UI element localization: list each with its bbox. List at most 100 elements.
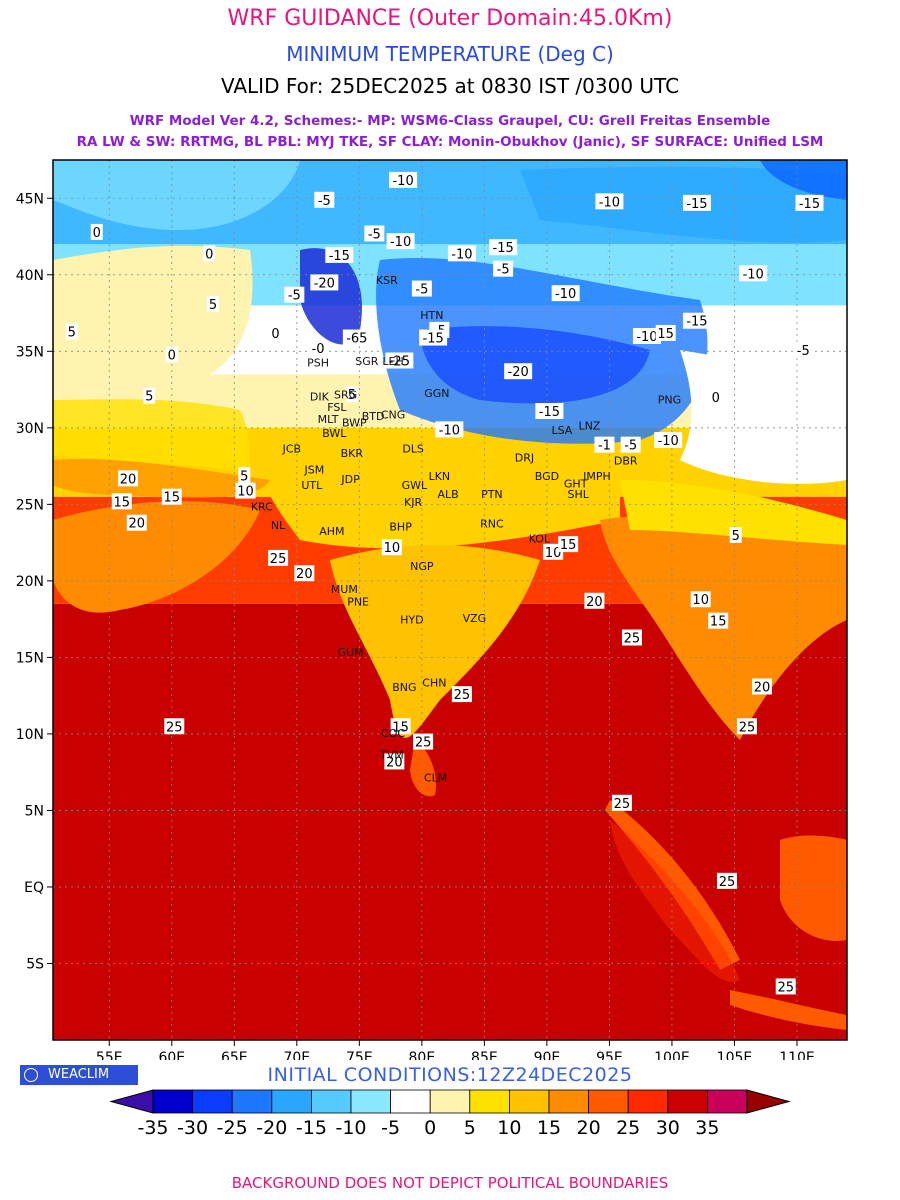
colorbar-label: -10 [335,1117,366,1139]
contour-label-bg [493,260,514,277]
contour-label-bg [203,245,216,262]
contour-label: 5 [240,469,248,484]
station-label: SRG [334,389,357,402]
lon-tick-label: 105E [717,1050,753,1060]
contour-label: 15 [392,720,409,735]
station-label: KOL [529,533,551,546]
axis-ticks: 55E 60E 65E 70E 75E 80E 85E 90E 95E 100E 105E 110E 4… [16,191,815,1060]
model-schemes-line-1: WRF Model Ver 4.2, Schemes:- MP: WSM6-Cl… [129,113,771,129]
contour-label-bg [310,274,339,291]
region-iran-plateau [53,245,253,398]
contour-label-bg [551,285,580,302]
region-iran-yellow [53,399,250,470]
station-label: JDP [340,473,360,486]
weaclim-logo: WEACLIM [20,1065,138,1085]
contour-label-bg [558,536,579,553]
contour-label-bg [65,323,78,340]
contour-label: 15 [113,495,130,510]
contour-label: 25 [739,720,756,735]
contour-label-bg [164,718,185,735]
colorbar-box [390,1089,431,1114]
station-label: IMPH [583,470,611,483]
contour-label-bg [165,346,178,363]
colorbar-low-arrow [109,1089,154,1114]
region-indochina-yellow [620,480,847,545]
contour-label-bg [381,539,402,556]
contour-label: -15 [539,405,560,420]
lat-tick-label: 25N [16,497,44,513]
contour-label-bg [632,328,661,344]
station-label: TVM [379,748,404,761]
contour-label-bg [708,612,729,629]
contour-label-bg [620,436,641,453]
region-thar-warm [53,459,270,498]
logo-text: WEACLIM [48,1067,110,1082]
station-label: PTN [481,488,503,501]
contour-label-bg [654,432,683,449]
station-label: BTD [362,410,385,423]
colorbar-box [508,1089,550,1114]
contour-label: -5 [318,194,331,209]
contour-label: -10 [392,174,413,189]
contour-label: -10 [390,235,411,250]
contour-label: -25 [389,354,410,369]
contour-label: -10 [743,267,764,282]
station-label: UTL [301,479,323,492]
contour-label-bg [413,733,434,750]
region-zagros-cold [53,160,300,230]
contour-label: 5 [209,298,217,313]
station-label: KJR [404,496,422,509]
contour-label-bg [325,246,354,263]
model-schemes-line-2: RA LW & SW: RRTMG, BL PBL: MYJ TKE, SF C… [76,134,824,150]
station-label: MLT [318,413,339,426]
colorbar-box [192,1089,233,1114]
contour-label-bg [386,233,415,250]
contour-label-bg [690,591,711,608]
colorbar-label: 30 [656,1117,680,1139]
contour-label-bg [390,718,411,735]
contour-label: 15 [657,327,674,342]
contour-label-bg [268,549,289,566]
contour-label: -10 [439,423,460,438]
lon-tick-label: 95E [596,1050,623,1060]
station-label: DIK [310,390,330,403]
lon-tick-label: 75E [346,1050,373,1060]
contour-label: -65 [346,332,367,347]
contour-label-bg [739,265,768,282]
station-label: FSL [327,401,347,414]
contour-label: 20 [296,567,313,582]
station-label: GHT [564,478,588,491]
contour-label: 20 [129,517,146,532]
contour-label: -5 [797,344,810,359]
contour-labels: -10-5 -10 -15 -150 -5-100 -15 -10 -15-5-20-10-5… [65,171,824,995]
contour-label: 20 [586,595,603,610]
contour-label: 20 [120,472,137,487]
station-label: GWL [402,479,428,492]
colorbar-box [231,1089,273,1114]
station-label: MUM [331,583,358,596]
contour-label: -5 [368,227,381,242]
colorbar-label: 0 [424,1117,436,1139]
station-label: PSH [307,357,329,370]
station-label: BWP [342,416,367,429]
contour-label-bg [419,329,448,346]
contour-label: -20 [508,365,529,380]
contour-label: -20 [314,276,335,291]
contour-label: -10 [555,287,576,302]
contour-label-bg [751,678,772,695]
contour-label: 25 [166,720,183,735]
contour-label: 0 [205,247,213,262]
station-label: NL [271,519,286,532]
station-label: LNZ [578,419,600,432]
colorbar-label: 25 [616,1117,640,1139]
colorbar-label: -25 [217,1117,248,1139]
station-label: PNE [347,595,369,608]
contour-label-bg [682,194,711,211]
station-label: LEH [382,355,403,368]
region-indo-gangetic [257,427,620,549]
station-label: KSR [376,274,398,287]
lon-tick-label: 110E [779,1050,815,1060]
contour-label-bg [90,223,103,240]
lat-tick-label: EQ [24,880,44,896]
station-label: HYD [400,614,423,627]
